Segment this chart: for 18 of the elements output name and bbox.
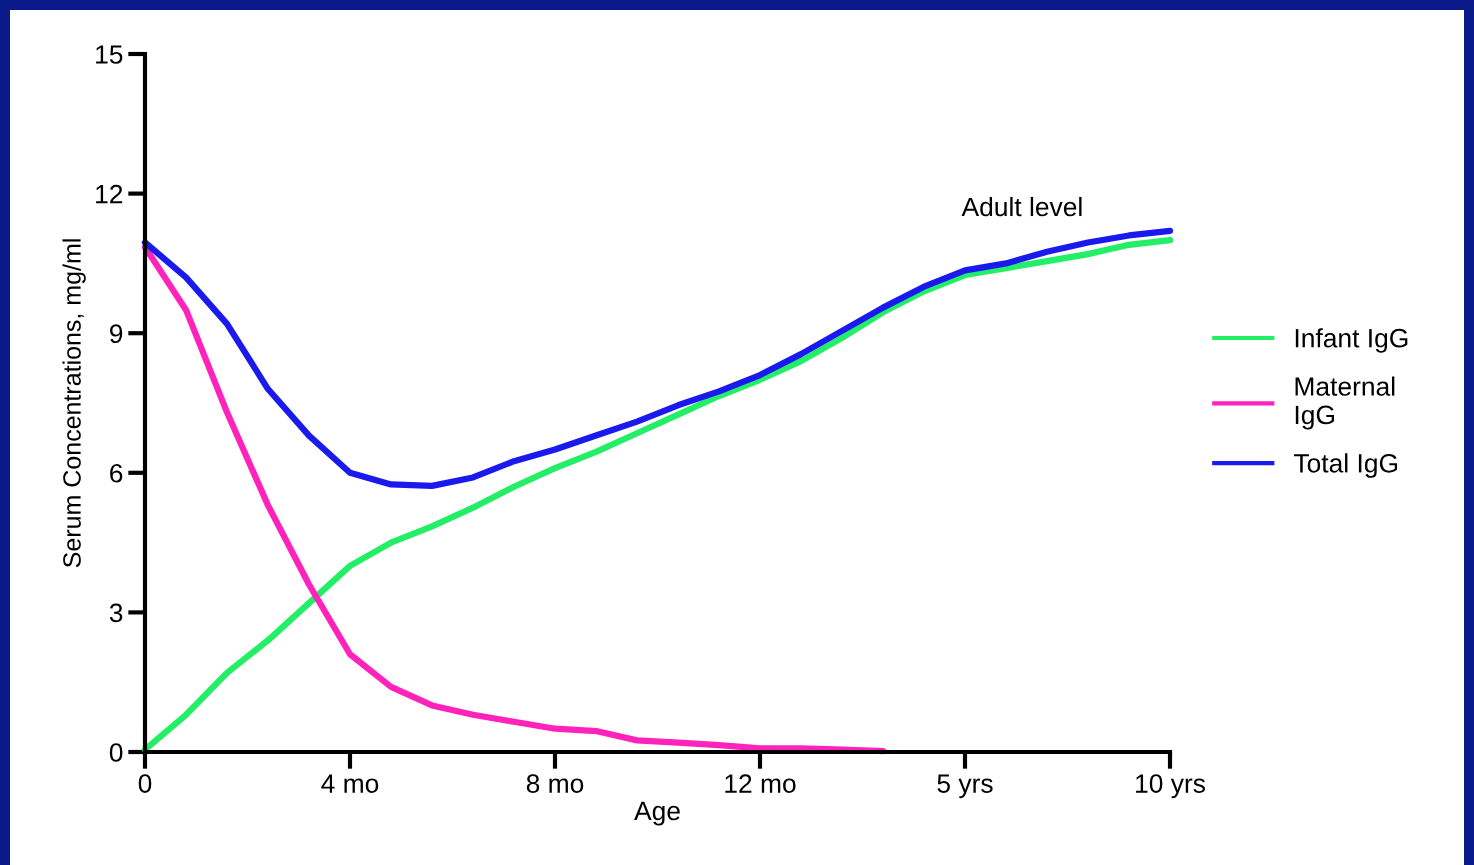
x-tick-label: 8 mo xyxy=(526,774,584,793)
y-tick-label: 12 xyxy=(96,184,123,204)
y-tick-label: 6 xyxy=(110,463,123,483)
y-axis-title: Serum Concentrations, mg/ml xyxy=(62,239,86,568)
legend-label: Total IgG xyxy=(1294,453,1398,478)
annotation: Adult level xyxy=(961,196,1082,217)
y-tick-label: 0 xyxy=(109,743,123,762)
y-tick-label: 15 xyxy=(96,45,123,64)
legend-label: Maternal IgG xyxy=(1295,376,1395,430)
x-tick-label: 4 mo xyxy=(321,774,379,793)
x-tick-label: 12 mo xyxy=(725,774,796,793)
x-tick-label: 0 xyxy=(138,774,152,793)
legend-label: Infant IgG xyxy=(1295,328,1408,353)
x-tick-label: 10 yrs xyxy=(1136,774,1205,799)
y-tick-label: 3 xyxy=(109,603,123,623)
x-tick-label: 5 yrs xyxy=(937,774,993,799)
x-axis-title: Age xyxy=(634,801,680,826)
y-tick-label: 9 xyxy=(110,324,123,344)
